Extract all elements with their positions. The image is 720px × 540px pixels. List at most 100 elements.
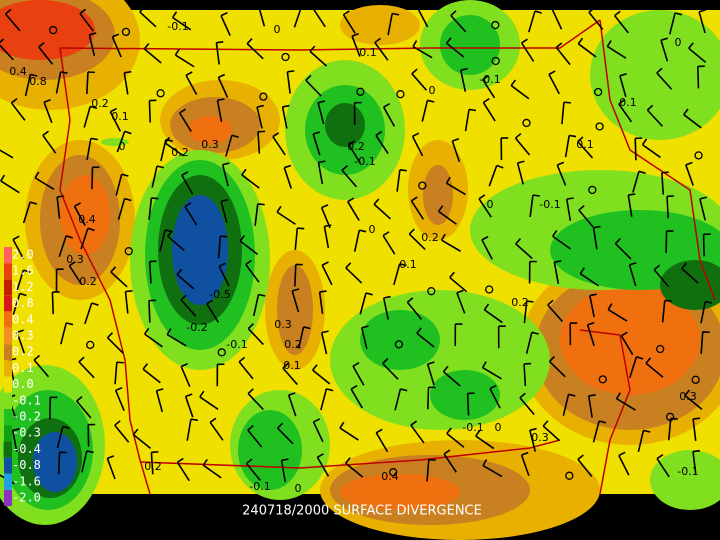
wind-barb-flag: [125, 289, 133, 293]
wind-barb: [653, 269, 670, 288]
wind-barb: [117, 198, 126, 220]
wind-barb: [666, 196, 669, 219]
wind-barb-flag: [359, 229, 367, 233]
wind-barb: [320, 207, 331, 229]
wind-barb: [620, 335, 634, 356]
wind-barb: [387, 13, 393, 36]
wind-barb-flag: [588, 7, 595, 13]
wind-barb: [628, 264, 637, 287]
wind-barb-flag: [90, 105, 98, 110]
wind-barb-flag: [563, 101, 571, 104]
wind-barb-flag: [257, 203, 265, 206]
wind-barb-flag: [16, 329, 24, 334]
wind-barb-flag: [319, 290, 327, 293]
legend-label: -0.3: [12, 426, 41, 440]
wind-barb: [175, 54, 195, 68]
wind-barb: [287, 394, 297, 417]
wind-barb: [55, 71, 62, 94]
wind-barb-flag: [12, 428, 20, 431]
wind-barb: [547, 304, 563, 322]
wind-barb-flag: [66, 322, 74, 326]
wind-barb-flag: [411, 68, 418, 75]
contour-label: -0.1: [677, 465, 698, 478]
wind-barb: [206, 303, 220, 323]
contour-label: 0.4: [9, 65, 27, 78]
calm-wind: [259, 92, 268, 101]
wind-barb-flag: [124, 70, 132, 74]
wind-barb: [10, 102, 26, 121]
wind-barb: [312, 421, 324, 443]
wind-barb: [167, 235, 185, 252]
wind-barb: [209, 421, 224, 441]
wind-barb-flag: [301, 5, 309, 10]
wind-barb-flag: [445, 37, 452, 44]
wind-barb-flag: [218, 262, 226, 268]
wind-barb: [645, 362, 664, 378]
wind-barb: [317, 102, 325, 125]
wind-barb-flag: [321, 330, 329, 334]
wind-barb-flag: [684, 389, 691, 396]
contour-fill: [33, 432, 77, 492]
wind-barb-flag: [247, 425, 254, 431]
wind-barb-flag: [256, 104, 265, 108]
wind-barb: [56, 196, 61, 219]
wind-barb: [421, 100, 429, 122]
wind-barb-flag: [199, 390, 205, 398]
legend-swatch: [4, 425, 12, 442]
wind-barb: [220, 201, 228, 223]
contour-fill: [650, 450, 720, 510]
wind-barb: [668, 12, 676, 35]
contour-fill: [172, 195, 228, 305]
legend-label: -0.1: [12, 393, 41, 407]
wind-barb: [132, 433, 152, 449]
wind-barb: [215, 42, 220, 65]
wind-barb: [426, 459, 430, 482]
contour-fill: [360, 310, 440, 370]
wind-barb: [283, 167, 293, 189]
wind-barb-flag: [185, 71, 193, 77]
wind-barb: [374, 42, 389, 61]
wind-barb: [339, 427, 359, 441]
wind-barb-flag: [107, 455, 115, 460]
contour-fill: [590, 10, 720, 140]
contour-label: -0.1: [462, 421, 483, 434]
legend-label: 0.4: [12, 312, 34, 326]
wind-barb: [416, 7, 429, 28]
wind-barb-flag: [614, 10, 621, 17]
wind-barb-flag: [38, 42, 45, 48]
wind-barb: [592, 227, 598, 250]
wind-barb-flag: [548, 355, 556, 362]
contour-label: 0: [369, 223, 376, 236]
wind-barb: [238, 361, 254, 380]
wind-barb: [382, 235, 396, 255]
wind-barb-flag: [628, 193, 636, 196]
contour-label: 0.2: [171, 146, 189, 159]
wind-barb-flag: [688, 42, 694, 49]
wind-barb: [528, 10, 536, 33]
contour-label: 0.1: [359, 46, 377, 59]
wind-barb-flag: [412, 132, 420, 138]
wind-barb-flag: [281, 458, 289, 462]
wind-barb: [360, 327, 368, 350]
wind-barb: [4, 13, 21, 32]
contour-label: -0.1: [539, 198, 560, 211]
legend-swatch: [4, 328, 12, 344]
wind-barb: [221, 164, 229, 187]
wind-barb-flag: [68, 261, 76, 267]
wind-barb-flag: [90, 137, 98, 141]
wind-barb: [564, 135, 570, 158]
legend-swatch: [4, 247, 12, 263]
wind-barb: [416, 332, 435, 348]
wind-barb-flag: [681, 262, 687, 270]
wind-barb-flag: [132, 428, 139, 436]
wind-barb-flag: [10, 98, 18, 104]
contour-label: 0.3: [531, 431, 549, 444]
wind-barb: [519, 397, 535, 416]
wind-barb-flag: [416, 3, 424, 9]
wind-barb-flag: [375, 428, 383, 434]
wind-barb: [199, 396, 219, 410]
wind-barb: [656, 458, 670, 478]
calm-wind: [656, 344, 665, 354]
wind-barb: [556, 164, 567, 186]
wind-barb-flag: [65, 235, 74, 239]
